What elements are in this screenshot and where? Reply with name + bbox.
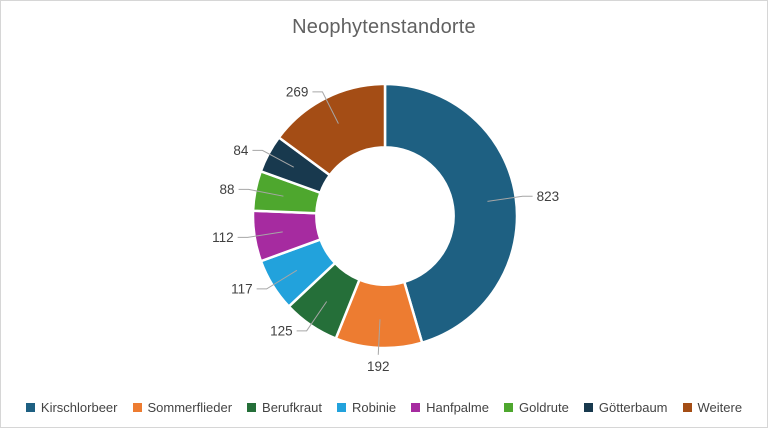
- legend-item-label: Berufkraut: [262, 400, 323, 415]
- legend-item-label: Robinie: [352, 400, 397, 415]
- value-label: 84: [233, 143, 249, 158]
- value-label: 112: [212, 230, 234, 245]
- leader-line: [377, 319, 381, 355]
- legend-item-sommerflieder[interactable]: Sommerflieder: [132, 400, 233, 415]
- legend-marker: [247, 403, 257, 412]
- legend-marker: [25, 403, 35, 412]
- legend-item-label: Goldrute: [518, 400, 569, 415]
- leader-line: [312, 91, 339, 124]
- value-label: 117: [231, 281, 253, 296]
- legend-item-label: Hanfpalme: [426, 400, 489, 415]
- value-label: 823: [537, 189, 560, 204]
- leader-line: [296, 301, 328, 332]
- value-label: 269: [286, 84, 309, 99]
- legend-marker: [132, 403, 142, 412]
- legend-item-label: Sommerflieder: [147, 400, 233, 415]
- value-label: 88: [220, 182, 235, 197]
- value-label: 192: [367, 359, 390, 374]
- legend-item-goldrute[interactable]: Goldrute: [503, 400, 569, 415]
- legend-item-weitere[interactable]: Weitere: [682, 400, 743, 415]
- leader-line: [252, 149, 294, 168]
- legend-item-götterbaum[interactable]: Götterbaum: [583, 400, 668, 415]
- legend-item-kirschlorbeer[interactable]: Kirschlorbeer: [25, 400, 118, 415]
- legend-item-label: Kirschlorbeer: [40, 400, 118, 415]
- legend-marker: [583, 403, 593, 412]
- legend-marker: [682, 403, 692, 412]
- legend-item-robinie[interactable]: Robinie: [337, 400, 396, 415]
- legend-item-label: Götterbaum: [598, 400, 668, 415]
- leader-line: [238, 188, 284, 197]
- slice-weitere[interactable]: [277, 82, 387, 177]
- slice-kirschlorbeer[interactable]: [383, 82, 519, 345]
- leader-line: [487, 195, 533, 202]
- legend-marker: [337, 403, 347, 412]
- legend-item-berufkraut[interactable]: Berufkraut: [247, 400, 322, 415]
- legend-item-hanfpalme[interactable]: Hanfpalme: [411, 400, 489, 415]
- legend-marker: [411, 403, 421, 412]
- legend-marker: [503, 403, 513, 412]
- legend-item-label: Weitere: [697, 400, 743, 415]
- chart-title: Neophytenstandorte: [292, 16, 476, 38]
- value-label: 125: [270, 323, 293, 338]
- legend: Kirschlorbeer Sommerflieder Berufkraut Robi…: [1, 400, 767, 415]
- leader-line: [256, 269, 298, 290]
- leader-line: [237, 231, 283, 238]
